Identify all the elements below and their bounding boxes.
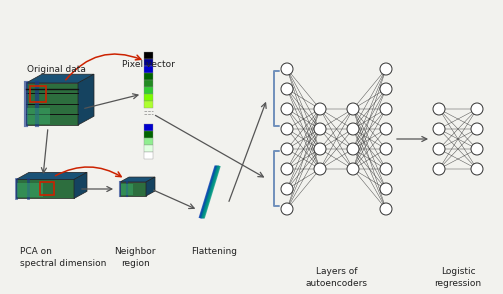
Polygon shape	[146, 177, 155, 196]
Polygon shape	[26, 74, 94, 83]
Circle shape	[433, 103, 445, 115]
Circle shape	[433, 163, 445, 175]
Circle shape	[347, 163, 359, 175]
Bar	[17, 183, 43, 198]
Circle shape	[380, 123, 392, 135]
Circle shape	[471, 123, 483, 135]
Bar	[143, 152, 152, 159]
Bar	[143, 124, 152, 131]
Circle shape	[281, 143, 293, 155]
Circle shape	[314, 103, 326, 115]
Polygon shape	[120, 182, 146, 196]
Bar	[143, 145, 152, 152]
Text: Flattening: Flattening	[191, 247, 237, 256]
Polygon shape	[16, 172, 87, 180]
Bar	[143, 94, 152, 101]
Text: Logistic
regression: Logistic regression	[435, 267, 481, 288]
Bar	[40, 182, 54, 195]
Bar	[143, 80, 152, 87]
Bar	[143, 52, 152, 59]
Circle shape	[281, 163, 293, 175]
Polygon shape	[26, 83, 78, 125]
Bar	[143, 101, 152, 108]
Polygon shape	[120, 177, 155, 182]
Circle shape	[314, 123, 326, 135]
Text: Layers of
autoencoders: Layers of autoencoders	[305, 267, 368, 288]
Polygon shape	[78, 74, 94, 125]
Circle shape	[380, 183, 392, 195]
Bar	[143, 138, 152, 145]
Circle shape	[380, 103, 392, 115]
Bar	[121, 185, 133, 195]
Text: PCA on
spectral dimension: PCA on spectral dimension	[20, 247, 106, 268]
Circle shape	[281, 183, 293, 195]
Circle shape	[380, 163, 392, 175]
Bar	[143, 131, 152, 138]
Circle shape	[314, 143, 326, 155]
Bar	[143, 87, 152, 94]
Circle shape	[471, 103, 483, 115]
Text: Neighbor
region: Neighbor region	[114, 247, 156, 268]
Circle shape	[380, 83, 392, 95]
Bar	[143, 73, 152, 80]
Circle shape	[281, 123, 293, 135]
Circle shape	[471, 143, 483, 155]
Bar	[27, 108, 50, 124]
Bar	[30, 86, 46, 102]
Circle shape	[281, 63, 293, 75]
Text: Original data: Original data	[27, 65, 86, 74]
Circle shape	[433, 143, 445, 155]
Circle shape	[281, 203, 293, 215]
Circle shape	[281, 103, 293, 115]
Circle shape	[314, 163, 326, 175]
Polygon shape	[16, 180, 74, 198]
Circle shape	[433, 123, 445, 135]
Circle shape	[347, 103, 359, 115]
Circle shape	[347, 123, 359, 135]
Circle shape	[380, 143, 392, 155]
Bar	[143, 59, 152, 66]
Circle shape	[281, 83, 293, 95]
Text: Pixel vector: Pixel vector	[122, 60, 175, 69]
Circle shape	[347, 143, 359, 155]
Circle shape	[380, 63, 392, 75]
Bar	[143, 66, 152, 73]
Polygon shape	[74, 172, 87, 198]
Circle shape	[380, 203, 392, 215]
Circle shape	[471, 163, 483, 175]
